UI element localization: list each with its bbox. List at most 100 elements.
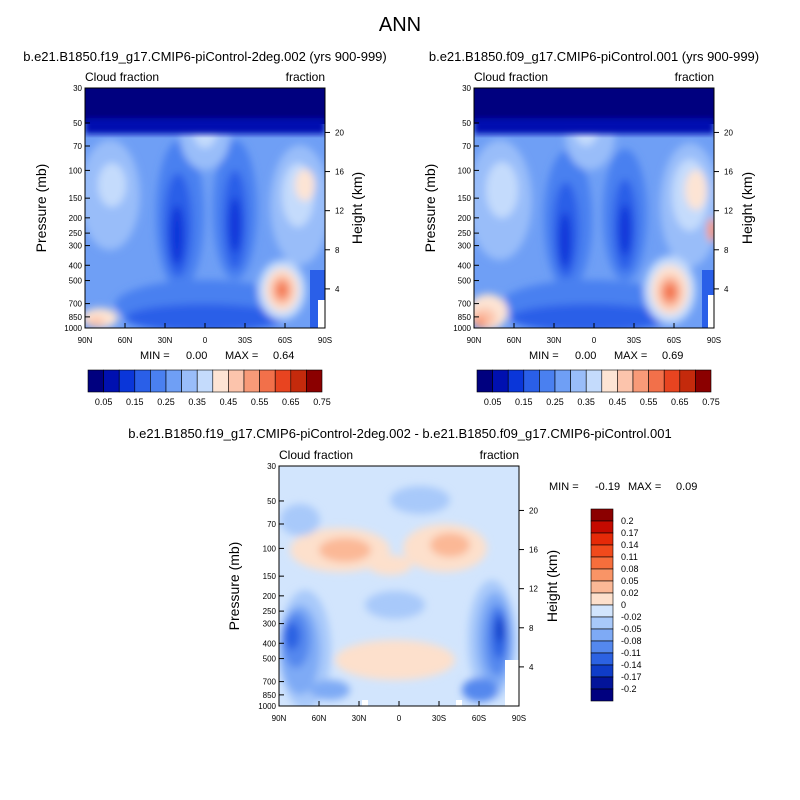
y-tick-label: 850 xyxy=(458,313,472,322)
panel-title: b.e21.B1850.f19_g17.CMIP6-piControl-2deg… xyxy=(128,426,671,441)
y-tick-label: 50 xyxy=(73,119,82,128)
y-tick-label: 300 xyxy=(458,242,472,251)
colorbar-box xyxy=(570,369,587,393)
y-tick-label: 30 xyxy=(267,462,276,471)
x-axis: 90N 60N 30N 0 30S 60S 90S xyxy=(467,323,721,345)
colorbar-label: 0.25 xyxy=(157,397,175,407)
panel-diff: b.e21.B1850.f19_g17.CMIP6-piControl-2deg… xyxy=(128,426,697,723)
height-tick-label: 4 xyxy=(529,663,534,672)
height-tick-label: 20 xyxy=(335,128,344,137)
height-tick-label: 16 xyxy=(529,546,538,555)
colorbar-box xyxy=(103,369,120,393)
max-label: MAX = xyxy=(628,481,661,493)
colorbar-label: -0.02 xyxy=(621,612,642,622)
x-tick-label: 60N xyxy=(507,336,522,345)
colorbar-box xyxy=(554,369,571,393)
colorbar-box xyxy=(663,369,681,393)
x-tick-label: 0 xyxy=(592,336,597,345)
left-string: Cloud fraction xyxy=(474,70,548,84)
x-tick-label: 0 xyxy=(397,714,402,723)
figure-title: ANN xyxy=(379,14,421,36)
colorbar-box xyxy=(492,369,509,393)
x-tick-label: 30S xyxy=(238,336,252,345)
colorbar-box xyxy=(523,369,540,393)
colorbar-box xyxy=(476,369,493,393)
right-string: fraction xyxy=(480,448,519,462)
y-tick-label: 250 xyxy=(263,607,277,616)
colorbar-box xyxy=(585,369,603,393)
colorbar: 0.05 0.15 0.25 0.35 0.45 0.55 0.65 0.75 xyxy=(87,369,331,407)
colorbar: 0.2 0.17 0.14 0.11 0.08 0.05 0.02 0 -0.02 -0.05 -0… xyxy=(590,508,642,702)
colorbar-box xyxy=(165,369,182,393)
colorbar-box xyxy=(590,544,614,558)
x-tick-label: 30S xyxy=(627,336,641,345)
panel-title: b.e21.B1850.f09_g17.CMIP6-piControl.001 … xyxy=(429,49,759,64)
y-axis-right: 20 16 12 8 4 xyxy=(519,506,538,672)
y-tick-label: 1000 xyxy=(64,324,82,333)
height-tick-label: 8 xyxy=(529,624,534,633)
colorbar-label: 0.75 xyxy=(702,397,720,407)
y-tick-label: 70 xyxy=(73,142,82,151)
colorbar-box xyxy=(601,369,618,393)
panel-title: b.e21.B1850.f19_g17.CMIP6-piControl-2deg… xyxy=(23,49,387,64)
x-tick-label: 30N xyxy=(547,336,562,345)
colorbar-label: -0.14 xyxy=(621,660,642,670)
left-string: Cloud fraction xyxy=(279,448,353,462)
y-axis-title: Pressure (mb) xyxy=(422,164,438,253)
colorbar-box xyxy=(632,369,649,393)
left-string: Cloud fraction xyxy=(85,70,159,84)
height-tick-label: 4 xyxy=(724,285,729,294)
colorbar-box xyxy=(274,369,292,393)
colorbar-box xyxy=(590,628,614,642)
colorbar-label: 0.17 xyxy=(621,528,639,538)
min-value: 0.00 xyxy=(186,350,207,362)
x-tick-label: 90S xyxy=(318,336,332,345)
y-tick-label: 100 xyxy=(263,544,277,553)
colorbar: 0.05 0.15 0.25 0.35 0.45 0.55 0.65 0.75 xyxy=(476,369,720,407)
colorbar-box xyxy=(306,369,323,393)
colorbar-box xyxy=(590,640,614,654)
y-tick-label: 700 xyxy=(458,300,472,309)
y-axis-right-title: Height (km) xyxy=(544,550,560,622)
y-tick-label: 400 xyxy=(263,639,277,648)
colorbar-box xyxy=(507,369,525,393)
height-tick-label: 16 xyxy=(724,168,733,177)
right-string: fraction xyxy=(286,70,325,84)
colorbar-box xyxy=(590,520,614,534)
y-tick-label: 250 xyxy=(458,229,472,238)
colorbar-box xyxy=(590,508,614,522)
colorbar-box xyxy=(181,369,198,393)
height-tick-label: 8 xyxy=(335,246,340,255)
colorbar-box xyxy=(648,369,665,393)
colorbar-box xyxy=(290,369,307,393)
colorbar-label: -0.2 xyxy=(621,684,637,694)
colorbar-label: -0.05 xyxy=(621,624,642,634)
height-tick-label: 20 xyxy=(529,506,538,515)
min-max-readout: MIN = 0.00 MAX = 0.64 xyxy=(140,350,294,362)
panel-model2: b.e21.B1850.f09_g17.CMIP6-piControl.001 … xyxy=(422,49,759,407)
colorbar-label: 0.15 xyxy=(515,397,533,407)
colorbar-label: 0.75 xyxy=(313,397,331,407)
x-tick-label: 30S xyxy=(432,714,446,723)
height-tick-label: 12 xyxy=(724,207,733,216)
min-label: MIN = xyxy=(529,350,559,362)
colorbar-label: 0.02 xyxy=(621,588,639,598)
colorbar-label: 0.11 xyxy=(621,552,638,562)
x-tick-label: 90N xyxy=(467,336,482,345)
colorbar-box xyxy=(695,369,712,393)
contour-field xyxy=(474,88,714,328)
y-tick-label: 300 xyxy=(69,242,83,251)
x-axis: 90N 60N 30N 0 30S 60S 90S xyxy=(78,323,332,345)
x-tick-label: 60S xyxy=(472,714,486,723)
y-tick-label: 30 xyxy=(73,84,82,93)
colorbar-box xyxy=(590,676,614,690)
x-tick-label: 60S xyxy=(667,336,681,345)
right-string: fraction xyxy=(675,70,714,84)
x-tick-label: 90N xyxy=(272,714,287,723)
colorbar-box xyxy=(590,616,614,630)
colorbar-label: 0.45 xyxy=(609,397,627,407)
colorbar-label: 0.65 xyxy=(282,397,300,407)
y-axis-right: 20 16 12 8 4 xyxy=(325,128,344,294)
y-tick-label: 700 xyxy=(69,300,83,309)
